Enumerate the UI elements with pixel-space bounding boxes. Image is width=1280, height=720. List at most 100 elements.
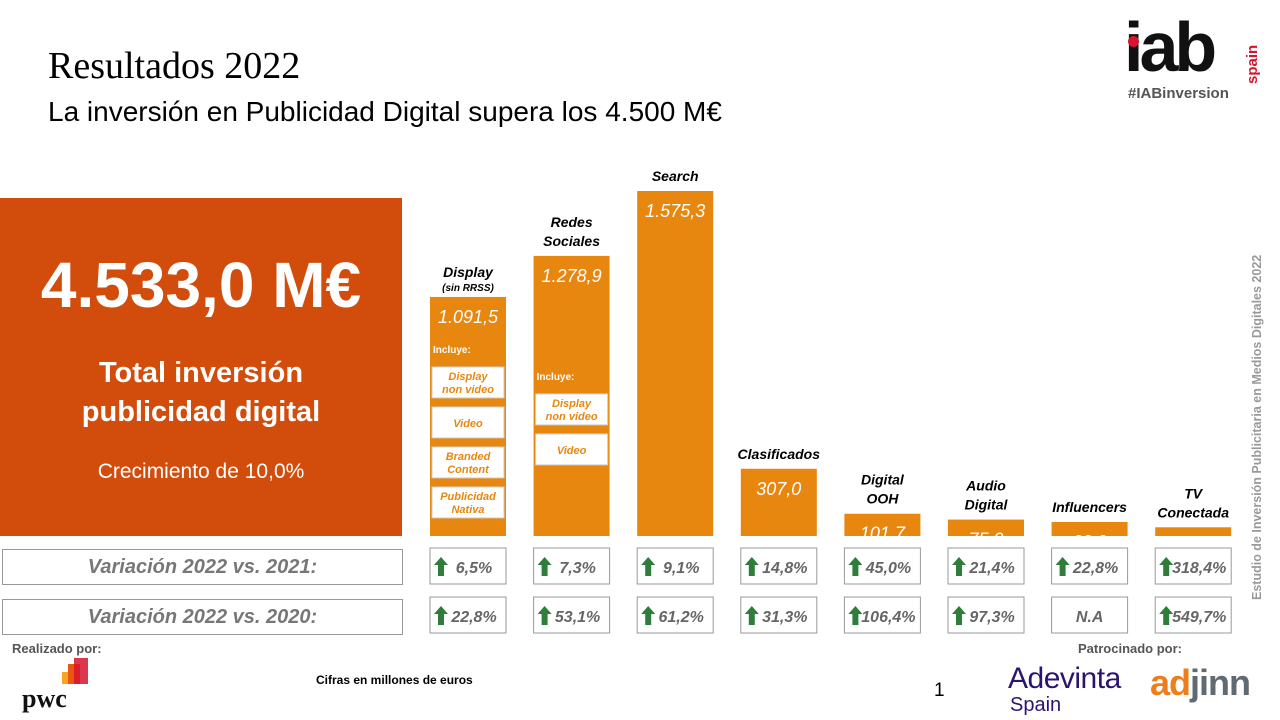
total-investment-box: 4.533,0 M€ Total inversión publicidad di…: [0, 198, 402, 536]
variation-value-2021-3: 14,8%: [762, 560, 807, 577]
bar-3: [740, 468, 817, 536]
up-arrow-icon-2020-3: [744, 606, 759, 625]
variation-value-2020-4: 106,4%: [861, 609, 915, 626]
adevinta-logo-spain: Spain: [1010, 694, 1062, 716]
total-label: Total inversión publicidad digital: [0, 354, 402, 432]
adjinn-logo-ad: ad: [1150, 662, 1191, 703]
up-arrow-icon-2020-4: [848, 606, 863, 625]
variation-2020-label: Variación 2022 vs. 2020:: [2, 599, 403, 635]
variation-value-2021-5: 21,4%: [968, 560, 1014, 577]
breakdown-box-0-0: [431, 366, 505, 399]
variation-2021-label: Variación 2022 vs. 2021:: [2, 549, 403, 585]
variation-value-2021-6: 22,8%: [1072, 560, 1118, 577]
bar-value-label-6: 63,9: [1072, 532, 1107, 552]
bar-value-label-3: 307,0: [756, 479, 801, 499]
variation-value-2020-1: 53,1%: [555, 609, 600, 626]
pwc-logo-text: pwc: [22, 684, 67, 713]
up-arrow-icon-2021-2: [641, 557, 656, 576]
iab-logo: iab spain: [1124, 12, 1264, 88]
category-label-2-0: Search: [652, 168, 699, 184]
page-subtitle: La inversión en Publicidad Digital super…: [48, 96, 722, 127]
bar-value-label-4: 101,7: [860, 524, 906, 544]
bar-value-label-0: 1.091,5: [438, 307, 499, 327]
breakdown-text-0-0-1: non video: [442, 384, 494, 396]
breakdown-text-0-1: Video: [453, 418, 483, 430]
bar-value-label-2: 1.575,3: [645, 201, 705, 221]
units-note: Cifras en millones de euros: [316, 673, 473, 687]
breakdown-box-1-0: [535, 393, 609, 426]
breakdown-text-0-2-0: Branded: [446, 451, 491, 463]
patrocinado-label: Patrocinado por:: [1078, 641, 1183, 656]
pwc-logo: pwc: [22, 658, 102, 714]
variation-value-2021-7: 318,4%: [1172, 560, 1226, 577]
total-value: 4.533,0 M€: [40, 249, 362, 321]
variation-value-2020-5: 97,3%: [969, 609, 1014, 626]
breakdown-text-0-3-0: Publicidad: [440, 491, 496, 503]
up-arrow-icon-2020-5: [952, 606, 966, 625]
category-label-5-0: Audio: [965, 478, 1006, 494]
category-sublabel-0: (sin RRSS): [442, 283, 494, 294]
category-label-1-0: Redes: [551, 214, 593, 230]
variation-value-2021-0: 6,5%: [456, 560, 492, 577]
total-label-line1: Total inversión: [98, 357, 304, 389]
up-arrow-icon-2020-0: [434, 606, 448, 625]
variation-box-2021-4: [843, 547, 921, 585]
up-arrow-icon-2021-6: [1055, 557, 1070, 576]
category-label-3-0: Clasificados: [738, 446, 821, 462]
breakdown-heading-1: Incluye:: [537, 372, 575, 383]
breakdown-box-0-3: [431, 486, 505, 519]
category-label-6-0: Influencers: [1052, 499, 1127, 515]
pwc-logo-block-3: [74, 658, 88, 684]
variation-value-2020-3: 31,3%: [762, 609, 807, 626]
up-arrow-icon-2021-4: [848, 557, 863, 576]
adevinta-logo: Adevinta: [1008, 662, 1121, 695]
variation-value-2020-7: 549,7%: [1172, 609, 1226, 626]
breakdown-text-0-0-0: Display: [448, 371, 488, 383]
up-arrow-icon-2021-1: [537, 557, 552, 576]
bar-5: [948, 519, 1024, 536]
iab-logo-text: iab: [1124, 8, 1217, 86]
up-arrow-icon-2020-2: [641, 606, 656, 625]
bar-7: [1155, 527, 1232, 536]
breakdown-text-0-2-1: Content: [447, 464, 490, 476]
variation-value-2020-6: N.A: [1076, 609, 1104, 626]
variation-box-2020-7: [1154, 596, 1232, 634]
page-number: 1: [934, 680, 945, 701]
variation-value-2021-2: 9,1%: [663, 560, 699, 577]
realizado-label: Realizado por:: [12, 641, 102, 656]
page-title: Resultados 2022: [48, 45, 301, 87]
breakdown-text-1-0-0: Display: [552, 398, 592, 410]
variation-value-2020-2: 61,2%: [659, 609, 704, 626]
category-label-5-1: Digital: [965, 497, 1009, 513]
bar-value-label-5: 75,0: [968, 530, 1003, 550]
breakdown-box-0-1: [431, 406, 505, 439]
bar-2: [637, 191, 714, 536]
bar-4: [844, 513, 921, 536]
up-arrow-icon-2021-7: [1159, 557, 1174, 576]
category-label-4-0: Digital: [861, 472, 905, 488]
up-arrow-icon-2020-1: [537, 606, 552, 625]
variation-box-2020-6: [1051, 596, 1129, 634]
breakdown-box-1-1: [535, 433, 609, 466]
hashtag: #IABinversion: [1128, 85, 1229, 102]
category-label-7-1: Conectada: [1157, 504, 1229, 520]
adjinn-logo-jinn: jinn: [1190, 662, 1251, 703]
variation-value-2021-4: 45,0%: [865, 560, 911, 577]
breakdown-text-0-3-1: Nativa: [451, 504, 484, 516]
category-label-0-0: Display: [443, 264, 494, 280]
up-arrow-icon-2021-0: [434, 557, 448, 576]
breakdown-text-1-1: Video: [557, 445, 587, 457]
bar-6: [1051, 522, 1128, 536]
total-label-line2: publicidad digital: [81, 396, 321, 428]
category-label-7-0: TV: [1184, 485, 1204, 501]
breakdown-box-0-2: [431, 446, 505, 479]
iab-logo-dot: [1128, 36, 1139, 47]
total-growth: Crecimiento de 10,0%: [97, 460, 305, 483]
up-arrow-icon-2021-3: [744, 557, 759, 576]
category-label-4-1: OOH: [866, 491, 899, 507]
variation-value-2020-0: 22,8%: [450, 609, 496, 626]
breakdown-text-1-0-1: non video: [546, 411, 598, 423]
adjinn-logo: adjinn: [1150, 662, 1251, 704]
variation-value-2021-1: 7,3%: [559, 560, 595, 577]
